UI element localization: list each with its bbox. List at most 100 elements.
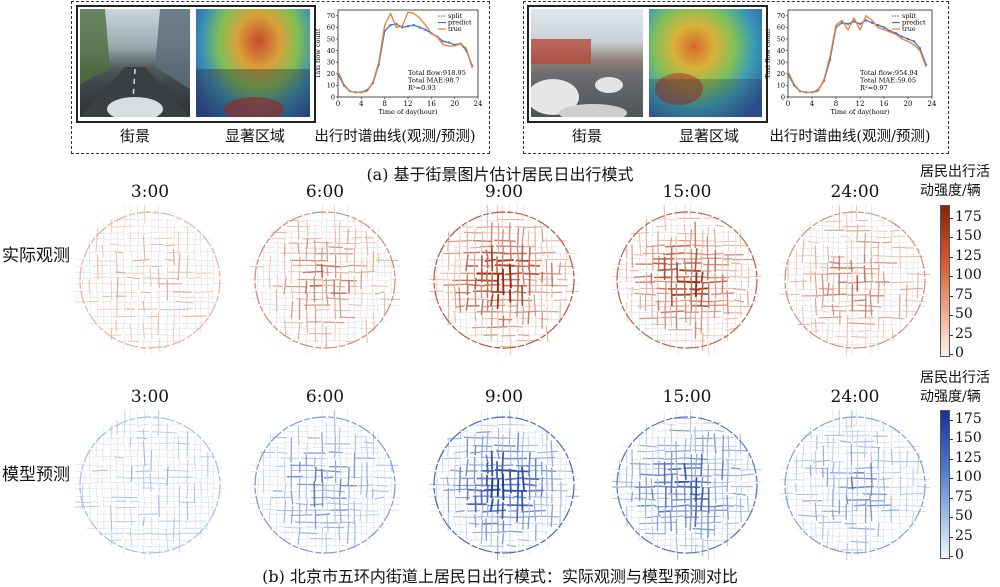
street-segment	[429, 299, 450, 300]
street-segment	[287, 231, 306, 232]
street-segment	[852, 543, 853, 560]
street-segment	[498, 500, 499, 513]
street-segment	[355, 434, 356, 452]
street-segment	[375, 292, 383, 294]
street-segment	[481, 231, 482, 254]
street-segment	[322, 410, 323, 430]
street-segment	[871, 485, 872, 496]
street-segment	[321, 338, 322, 348]
street-segment	[250, 503, 272, 505]
street-segment	[524, 479, 538, 480]
street-segment	[819, 494, 833, 495]
street-segment	[871, 463, 872, 483]
street-segment	[676, 332, 678, 355]
street-segment	[136, 302, 154, 303]
street-segment	[291, 515, 312, 516]
street-segment	[857, 225, 858, 242]
street-segment	[631, 268, 632, 284]
street-segment	[315, 223, 316, 240]
street-segment	[277, 466, 287, 467]
colorbar-tick-mark	[950, 517, 953, 518]
street-segment	[339, 427, 340, 451]
street-segment	[538, 451, 557, 452]
street-segment	[740, 269, 753, 270]
street-segment	[871, 410, 872, 434]
street-segment	[466, 255, 468, 271]
street-segment	[838, 234, 839, 253]
street-segment	[187, 484, 188, 498]
street-segment	[114, 252, 122, 253]
street-segment	[154, 291, 171, 292]
street-segment	[311, 504, 324, 505]
street-segment	[515, 311, 538, 312]
street-segment	[269, 256, 270, 277]
street-segment	[322, 228, 323, 248]
street-segment	[110, 460, 111, 484]
street-segment	[303, 238, 321, 239]
street-segment	[646, 463, 647, 474]
street-segment	[474, 241, 492, 242]
street-segment	[165, 245, 174, 246]
street-segment	[277, 452, 287, 453]
street-segment	[346, 527, 367, 528]
street-segment	[459, 236, 460, 259]
street-segment	[359, 317, 380, 318]
street-segment	[795, 460, 814, 461]
street-segment	[645, 516, 660, 518]
street-segment	[436, 480, 437, 501]
street-segment	[641, 240, 657, 241]
street-segment	[250, 260, 275, 261]
street-segment	[306, 500, 307, 515]
street-segment	[676, 537, 678, 560]
street-segment	[291, 506, 292, 523]
street-segment	[130, 448, 132, 466]
street-segment	[452, 326, 470, 327]
street-segment	[549, 306, 574, 307]
street-segment	[213, 261, 214, 275]
street-segment	[284, 461, 285, 481]
street-segment	[676, 284, 677, 296]
street-segment	[680, 340, 705, 341]
street-segment	[528, 531, 530, 554]
street-segment	[270, 443, 286, 444]
street-segment	[117, 278, 118, 298]
street-segment	[871, 248, 872, 258]
y-tick-label: 0	[331, 93, 335, 101]
street-segment	[546, 466, 547, 491]
street-segment	[690, 516, 691, 530]
street-segment	[503, 474, 504, 499]
street-segment	[677, 263, 678, 280]
street-segment	[498, 515, 499, 533]
street-segment	[352, 237, 362, 238]
street-segment	[841, 506, 853, 507]
street-segment	[162, 528, 178, 529]
street-segment	[466, 460, 468, 476]
row-label-observed: 实际观测	[2, 241, 70, 266]
street-segment	[335, 527, 336, 546]
street-segment	[298, 279, 323, 280]
street-segment	[324, 477, 333, 478]
street-segment	[283, 334, 291, 335]
street-segment	[119, 465, 129, 466]
predict-point	[442, 40, 444, 42]
street-segment	[126, 534, 143, 535]
street-segment	[307, 516, 308, 538]
street-segment	[645, 311, 660, 313]
street-segment	[530, 265, 539, 266]
street-segment	[629, 517, 644, 518]
street-segment	[307, 238, 308, 248]
street-segment	[103, 489, 104, 507]
street-segment	[502, 329, 503, 339]
y-tick-label: 60	[777, 24, 785, 32]
street-segment	[449, 445, 472, 446]
street-segment	[640, 474, 657, 475]
street-segment	[443, 272, 444, 297]
street-segment	[699, 288, 708, 289]
street-segment	[672, 499, 691, 500]
street-segment	[612, 494, 626, 495]
street-segment	[832, 410, 833, 434]
street-segment	[647, 245, 665, 247]
street-segment	[384, 261, 385, 278]
y-tick-label: 20	[777, 70, 785, 78]
street-segment	[565, 488, 567, 511]
